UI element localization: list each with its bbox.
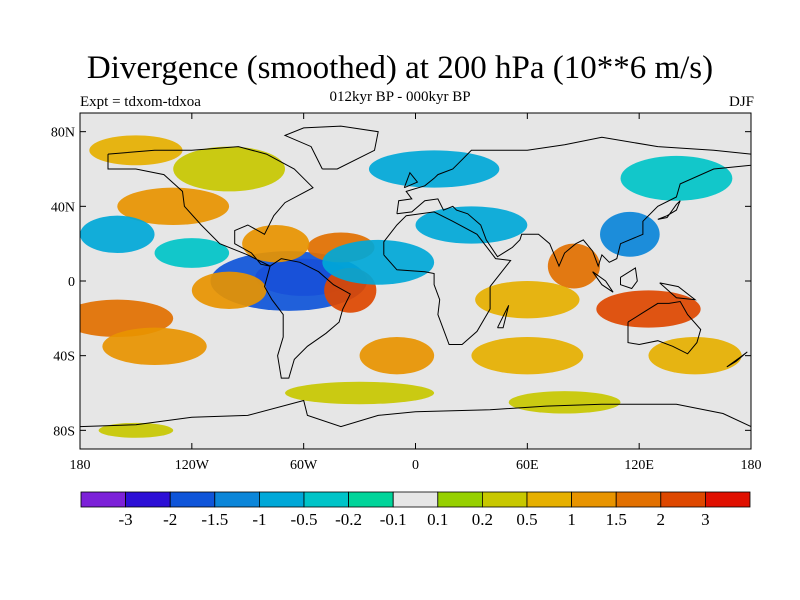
field-patch bbox=[102, 327, 207, 366]
field-patch bbox=[98, 422, 174, 438]
field-patch bbox=[600, 211, 660, 257]
experiment-label: Expt = tdxom-tdxoa bbox=[80, 94, 201, 110]
colorbar-box bbox=[705, 491, 751, 508]
lat-tick-label: 80S bbox=[53, 424, 75, 439]
colorbar-label: -0.5 bbox=[291, 510, 318, 529]
field-patch bbox=[620, 155, 733, 201]
colorbar-box bbox=[392, 491, 439, 508]
colorbar-label: -1.5 bbox=[201, 510, 228, 529]
lon-tick-label: 180 bbox=[70, 458, 91, 473]
field-patch bbox=[80, 215, 155, 253]
field-patch bbox=[191, 271, 267, 310]
field-patch bbox=[285, 381, 435, 405]
lat-tick-label: 80N bbox=[51, 126, 75, 141]
coastline bbox=[80, 399, 751, 428]
field-patch bbox=[117, 187, 230, 225]
coastline bbox=[497, 305, 510, 329]
colorbar-box bbox=[125, 491, 171, 508]
colorbar: -3 -2 -1.5 -1 -0.5 -0.2 -0.1 0.1 0.2 0.5 1 1.5 2 3 bbox=[80, 491, 751, 529]
colorbar-label: 0.2 bbox=[472, 510, 493, 529]
lat-tick-label: 0 bbox=[68, 275, 75, 290]
field-patch bbox=[547, 243, 601, 289]
colorbar-label: 0.1 bbox=[427, 510, 448, 529]
coastline bbox=[620, 267, 638, 290]
colorbar-label: -1 bbox=[252, 510, 266, 529]
colorbar-box bbox=[437, 491, 483, 508]
colorbar-box bbox=[348, 491, 394, 508]
colorbar-label: 0.5 bbox=[516, 510, 537, 529]
coastline bbox=[283, 125, 379, 170]
field-patch bbox=[154, 238, 230, 268]
lon-tick-label: 120W bbox=[175, 458, 210, 473]
colorbar-label: -0.1 bbox=[380, 510, 407, 529]
colorbar-label: -3 bbox=[119, 510, 133, 529]
divergence-field bbox=[80, 135, 742, 438]
coastline bbox=[383, 211, 512, 345]
colorbar-box bbox=[214, 491, 260, 508]
season-label: DJF bbox=[728, 94, 754, 110]
colorbar-box bbox=[526, 491, 572, 508]
colorbar-label: 2 bbox=[657, 510, 666, 529]
field-patch bbox=[89, 135, 183, 166]
field-patch bbox=[415, 206, 528, 244]
colorbar-box bbox=[615, 491, 662, 508]
map-axes: 180 120W 60W 0 60E 120E 180 80N 40N 0 40S 80S bbox=[51, 113, 762, 473]
field-patch bbox=[80, 299, 174, 337]
coastlines bbox=[80, 125, 751, 428]
colorbar-label: -0.2 bbox=[335, 510, 362, 529]
field-patch bbox=[508, 391, 621, 414]
coastline bbox=[403, 171, 419, 189]
coastline bbox=[107, 146, 314, 267]
lon-tick-label: 60E bbox=[516, 458, 539, 473]
field-patch bbox=[359, 337, 435, 375]
coastline bbox=[396, 136, 751, 268]
lon-tick-label: 60W bbox=[290, 458, 318, 473]
colorbar-box bbox=[660, 491, 706, 508]
field-patch bbox=[322, 239, 435, 285]
field-patch bbox=[475, 281, 580, 319]
coastline bbox=[627, 300, 702, 355]
colorbar-box bbox=[80, 491, 126, 508]
chart-title: Divergence (smoothed) at 200 hPa (10**6 … bbox=[86, 50, 714, 86]
field-patch bbox=[471, 337, 584, 375]
coastline bbox=[592, 271, 614, 293]
lon-tick-label: 180 bbox=[741, 458, 762, 473]
colorbar-label: 1.5 bbox=[606, 510, 627, 529]
chart-subtitle: 012kyr BP - 000kyr BP bbox=[329, 89, 471, 105]
coastline bbox=[263, 258, 351, 379]
coastline bbox=[657, 200, 681, 220]
colorbar-box bbox=[258, 491, 305, 508]
colorbar-label: 3 bbox=[701, 510, 710, 529]
lat-tick-label: 40N bbox=[51, 200, 75, 215]
lat-tick-label: 40S bbox=[53, 350, 75, 365]
field-patch bbox=[368, 150, 500, 188]
colorbar-label: 1 bbox=[567, 510, 576, 529]
field-patch bbox=[173, 146, 286, 192]
lon-tick-label: 0 bbox=[412, 458, 419, 473]
colorbar-label: -2 bbox=[163, 510, 177, 529]
colorbar-box bbox=[481, 491, 528, 508]
colorbar-box bbox=[169, 491, 216, 508]
field-patch bbox=[242, 225, 310, 263]
lon-tick-label: 120E bbox=[624, 458, 654, 473]
coastline bbox=[659, 282, 697, 301]
colorbar-box bbox=[303, 491, 349, 508]
colorbar-box bbox=[571, 491, 617, 508]
coastline bbox=[726, 351, 748, 368]
